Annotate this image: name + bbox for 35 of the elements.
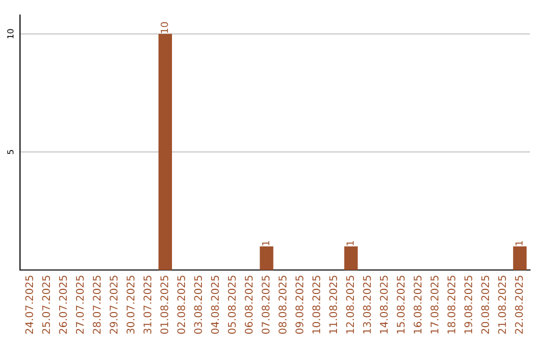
- x-tick-label: 08.08.2025: [278, 276, 286, 334]
- x-tick-label: 24.07.2025: [25, 276, 34, 334]
- x-tick-label: 06.08.2025: [244, 276, 253, 334]
- data-label: 1: [262, 241, 270, 246]
- x-tick-label: 31.07.2025: [143, 276, 152, 334]
- x-tick-label: 28.07.2025: [92, 276, 101, 334]
- x-tick-label: 04.08.2025: [211, 276, 219, 334]
- x-tick-label: 17.08.2025: [430, 276, 438, 334]
- x-tick-label: 07.08.2025: [262, 276, 270, 334]
- x-tick-label: 13.08.2025: [363, 276, 371, 334]
- data-label: 1: [515, 241, 523, 246]
- x-tick-label: 19.08.2025: [464, 276, 472, 334]
- x-tick-label: 14.08.2025: [380, 276, 388, 334]
- x-tick-label: 10.08.2025: [312, 276, 320, 334]
- data-label: 10: [160, 22, 168, 33]
- x-tick-label: 25.07.2025: [42, 276, 50, 334]
- x-tick-label: 30.07.2025: [126, 276, 134, 334]
- x-tick-label: 05.08.2025: [228, 276, 236, 334]
- x-tick-label: 09.08.2025: [295, 276, 304, 334]
- x-tick-label: 20.08.2025: [481, 276, 490, 334]
- x-tick-label: 22.08.2025: [515, 276, 523, 334]
- x-tick-label: 21.08.2025: [498, 276, 506, 334]
- x-tick-label: 16.08.2025: [414, 276, 422, 334]
- x-tick-label: 26.07.2025: [59, 276, 67, 334]
- x-tick-label: 27.07.2025: [76, 276, 84, 334]
- x-tick-label: 11.08.2025: [329, 276, 338, 334]
- x-tick-label: 18.08.2025: [447, 276, 456, 334]
- x-tick-label: 15.08.2025: [396, 276, 405, 334]
- x-tick-label: 03.08.2025: [194, 276, 202, 334]
- x-tick-label: 01.08.2025: [160, 276, 168, 334]
- x-tick-label: 29.07.2025: [110, 276, 118, 334]
- y-tick-label: 5: [7, 150, 14, 154]
- x-tick-label: 02.08.2025: [177, 276, 186, 334]
- data-label: 1: [346, 241, 354, 246]
- x-tick-label: 12.08.2025: [346, 276, 354, 334]
